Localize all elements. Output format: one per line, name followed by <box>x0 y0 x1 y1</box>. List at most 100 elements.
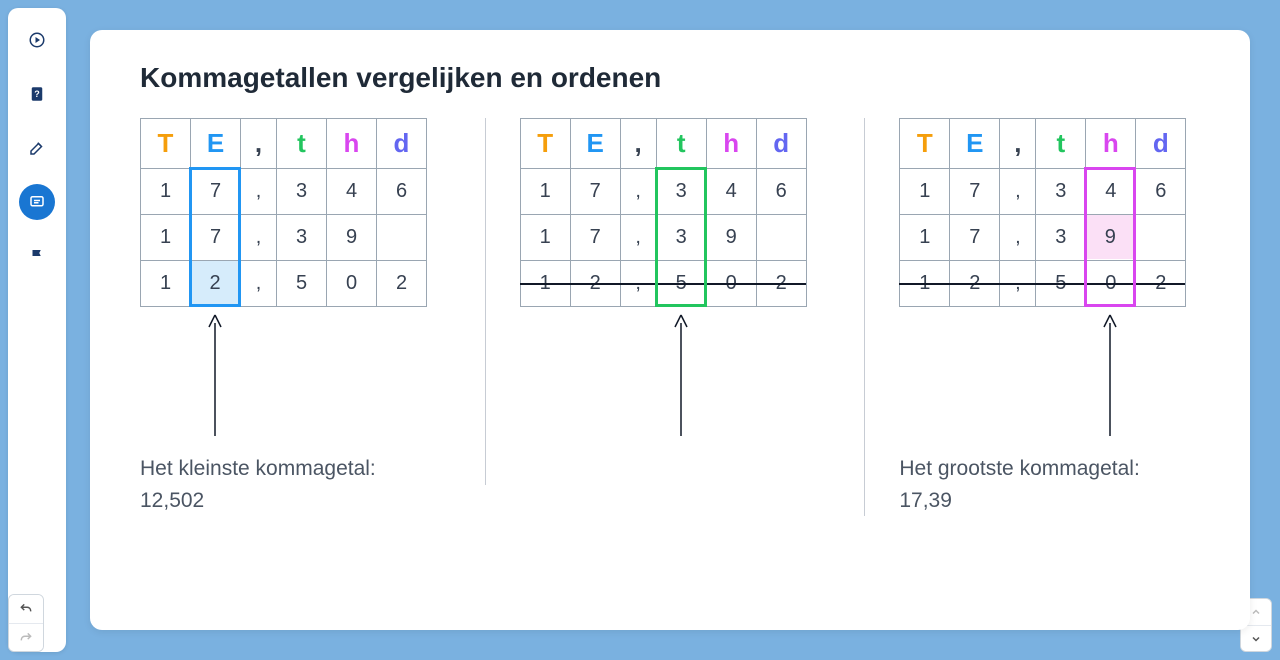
table-cell: 0 <box>327 261 377 307</box>
table-cell: , <box>620 169 656 215</box>
header-cell: , <box>1000 119 1036 169</box>
header-cell: T <box>520 119 570 169</box>
arrow-up-icon <box>1100 313 1120 438</box>
table-cell: 4 <box>1086 169 1136 215</box>
table-cell: 4 <box>327 169 377 215</box>
arrow-holder <box>899 313 1185 453</box>
table-cell: 1 <box>141 261 191 307</box>
header-cell: h <box>706 119 756 169</box>
arrow-up-icon <box>671 313 691 438</box>
place-value-table-wrap: TE,thd17,34617,3912,5022 <box>140 118 427 307</box>
place-value-table: TE,thd17,34617,3912,502 <box>140 118 427 307</box>
arrow-holder <box>140 313 426 453</box>
table-row: 17,39 <box>900 215 1186 261</box>
sidebar: ? <box>8 8 66 652</box>
table-cell: , <box>241 169 277 215</box>
header-cell: d <box>756 119 806 169</box>
table-cell: 9 <box>327 215 377 261</box>
header-cell: , <box>620 119 656 169</box>
lesson-card: Kommagetallen vergelijken en ordenen TE,… <box>90 30 1250 630</box>
table-cell: 3 <box>277 215 327 261</box>
header-cell: h <box>1086 119 1136 169</box>
table-row: 17,346 <box>900 169 1186 215</box>
table-cell: 2 <box>191 261 241 307</box>
table-cell: 6 <box>756 169 806 215</box>
table-row: 17,39 <box>520 215 806 261</box>
place-value-table-wrap: TE,thd17,34617,3912,5029 <box>899 118 1186 307</box>
table-cell: 7 <box>191 215 241 261</box>
table-cell: , <box>620 215 656 261</box>
header-cell: E <box>950 119 1000 169</box>
table-cell: 2 <box>570 261 620 307</box>
header-cell: h <box>327 119 377 169</box>
table-cell: 5 <box>656 261 706 307</box>
table-cell: 1 <box>520 261 570 307</box>
table-row: 17,39 <box>141 215 427 261</box>
table-cell: 5 <box>277 261 327 307</box>
nav-play-icon[interactable] <box>19 22 55 58</box>
table-cell: 3 <box>1036 169 1086 215</box>
table-cell: 0 <box>1086 261 1136 307</box>
nav-edit-icon[interactable] <box>19 130 55 166</box>
header-cell: t <box>1036 119 1086 169</box>
table-cell: 1 <box>900 261 950 307</box>
table-cell <box>756 215 806 261</box>
table-cell: 1 <box>141 169 191 215</box>
place-value-table: TE,thd17,34617,3912,502 <box>899 118 1186 307</box>
nav-flag-icon[interactable] <box>19 238 55 274</box>
table-cell <box>1136 215 1186 261</box>
history-controls <box>8 594 44 652</box>
table-cell: 3 <box>656 215 706 261</box>
redo-button[interactable] <box>9 623 43 651</box>
table-cell: 7 <box>191 169 241 215</box>
panel: TE,thd17,34617,3912,5029Het grootste kom… <box>864 118 1210 516</box>
table-cell: 4 <box>706 169 756 215</box>
table-cell: 5 <box>1036 261 1086 307</box>
table-cell: , <box>1000 169 1036 215</box>
table-cell: 0 <box>706 261 756 307</box>
table-cell: 3 <box>1036 215 1086 261</box>
panel: TE,thd17,34617,3912,502 <box>485 118 865 485</box>
table-cell: , <box>241 261 277 307</box>
table-cell: 6 <box>1136 169 1186 215</box>
table-cell: 2 <box>377 261 427 307</box>
table-cell: 1 <box>900 169 950 215</box>
table-cell: 7 <box>950 215 1000 261</box>
table-row: 12,502 <box>520 261 806 307</box>
header-cell: t <box>277 119 327 169</box>
panels-row: TE,thd17,34617,3912,5022Het kleinste kom… <box>140 118 1210 516</box>
header-cell: T <box>900 119 950 169</box>
panel-caption: Het grootste kommagetal:17,39 <box>899 453 1139 516</box>
panel-caption: Het kleinste kommagetal:12,502 <box>140 453 376 516</box>
nav-help-icon[interactable]: ? <box>19 76 55 112</box>
table-cell: 9 <box>706 215 756 261</box>
table-cell: 2 <box>756 261 806 307</box>
arrow-holder <box>520 313 806 453</box>
table-cell: , <box>1000 215 1036 261</box>
table-row: 17,346 <box>520 169 806 215</box>
header-cell: T <box>141 119 191 169</box>
table-cell: , <box>620 261 656 307</box>
table-cell: 6 <box>377 169 427 215</box>
table-cell: 2 <box>1136 261 1186 307</box>
table-cell: 1 <box>900 215 950 261</box>
table-row: 12,502 <box>900 261 1186 307</box>
table-cell: 3 <box>656 169 706 215</box>
nav-slide-icon[interactable] <box>19 184 55 220</box>
header-cell: E <box>191 119 241 169</box>
header-cell: t <box>656 119 706 169</box>
table-cell: 7 <box>570 215 620 261</box>
table-cell: 1 <box>520 169 570 215</box>
table-cell: 3 <box>277 169 327 215</box>
header-cell: d <box>1136 119 1186 169</box>
place-value-table: TE,thd17,34617,3912,502 <box>520 118 807 307</box>
table-cell: 7 <box>950 169 1000 215</box>
page-down-button[interactable] <box>1241 625 1271 651</box>
table-cell: 7 <box>570 169 620 215</box>
undo-button[interactable] <box>9 595 43 623</box>
panel: TE,thd17,34617,3912,5022Het kleinste kom… <box>140 118 485 516</box>
header-cell: E <box>570 119 620 169</box>
header-cell: , <box>241 119 277 169</box>
table-cell: , <box>1000 261 1036 307</box>
table-cell: , <box>241 215 277 261</box>
